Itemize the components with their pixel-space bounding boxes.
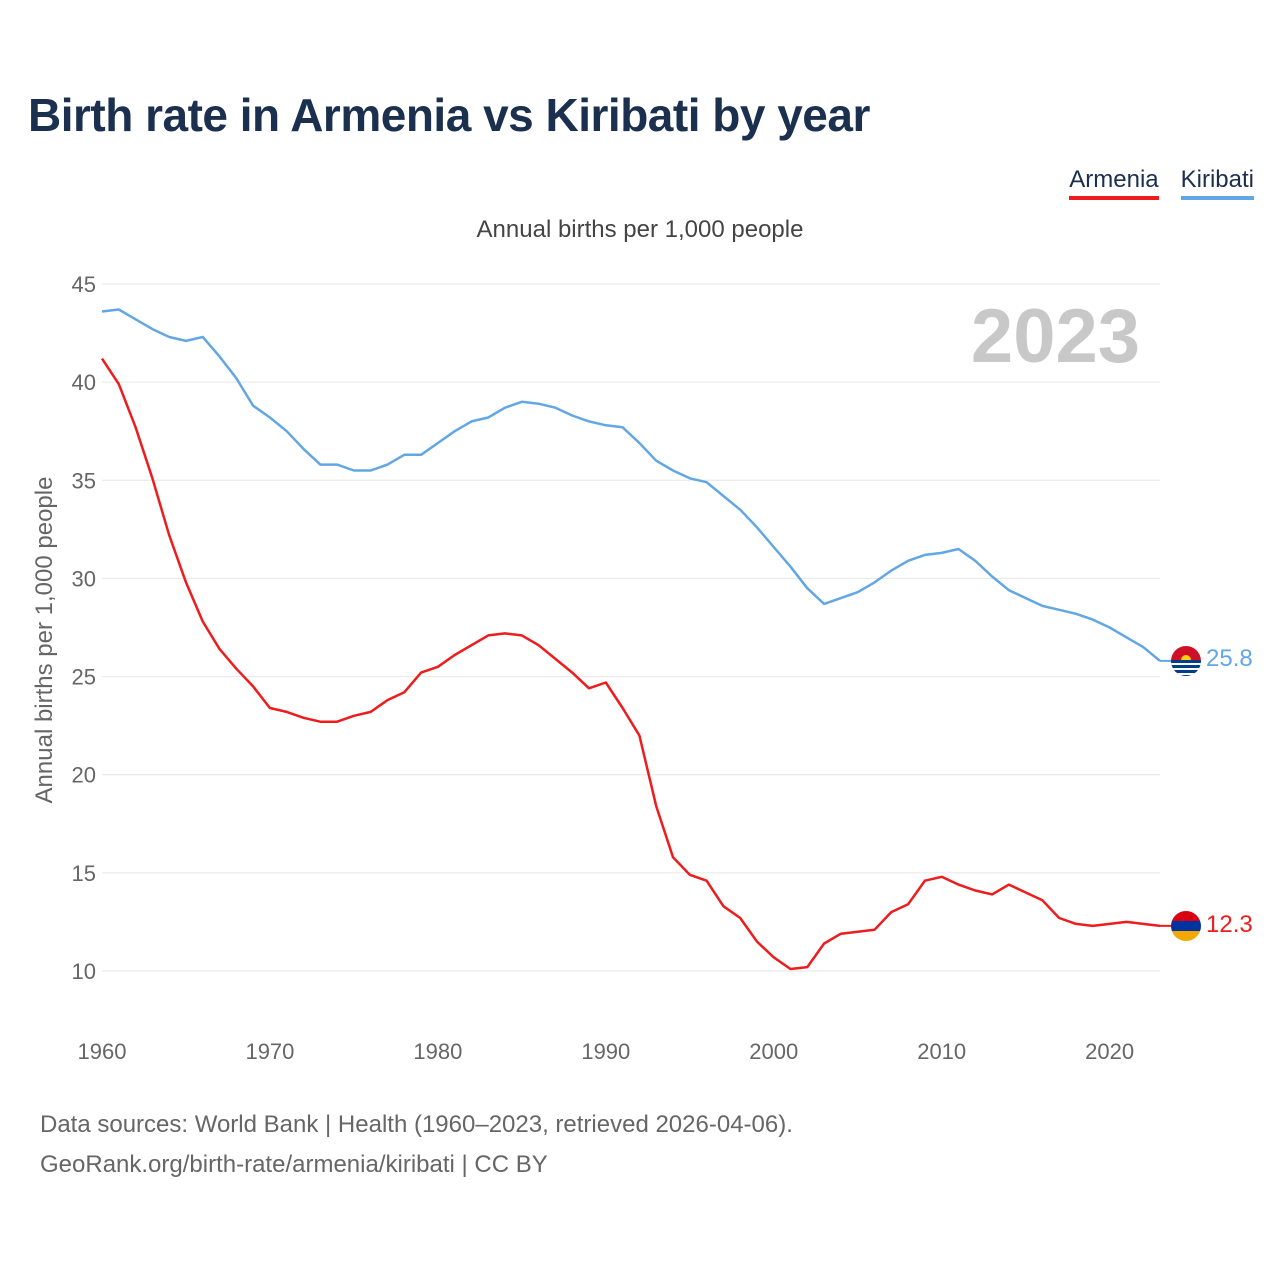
series-line-armenia[interactable] bbox=[100, 357, 1161, 971]
legend-item-armenia[interactable]: Armenia bbox=[1069, 166, 1159, 200]
footer: Data sources: World Bank | Health (1960–… bbox=[40, 1105, 793, 1185]
y-tick-label: 30 bbox=[72, 566, 96, 591]
series-line-kiribati[interactable] bbox=[101, 308, 1161, 662]
x-tick-label: 1990 bbox=[581, 1039, 630, 1064]
y-tick-label: 20 bbox=[72, 763, 96, 788]
kiribati-end-value: 25.8 bbox=[1206, 645, 1253, 672]
x-tick-label: 1960 bbox=[78, 1039, 127, 1064]
y-tick-label: 25 bbox=[72, 665, 96, 690]
y-axis-label: Annual births per 1,000 people bbox=[31, 477, 58, 804]
y-tick-label: 15 bbox=[72, 861, 96, 886]
kiribati-flag-icon bbox=[1171, 646, 1201, 676]
x-tick-label: 1970 bbox=[245, 1039, 294, 1064]
footer-sources: Data sources: World Bank | Health (1960–… bbox=[40, 1111, 793, 1138]
footer-attribution: GeoRank.org/birth-rate/armenia/kiribati … bbox=[40, 1151, 548, 1178]
x-tick-label: 1980 bbox=[413, 1039, 462, 1064]
y-tick-label: 35 bbox=[72, 468, 96, 493]
armenia-flag-icon bbox=[1171, 911, 1201, 941]
x-tick-label: 2010 bbox=[917, 1039, 966, 1064]
x-tick-label: 2000 bbox=[749, 1039, 798, 1064]
legend-item-kiribati[interactable]: Kiribati bbox=[1180, 166, 1254, 200]
y-tick-label: 10 bbox=[72, 959, 96, 984]
legend: Armenia Kiribati bbox=[1069, 166, 1254, 200]
y-tick-label: 45 bbox=[72, 272, 96, 297]
chart-subtitle: Annual births per 1,000 people bbox=[476, 216, 804, 243]
y-tick-label: 40 bbox=[72, 370, 96, 395]
armenia-end-value: 12.3 bbox=[1206, 911, 1253, 938]
year-label: 2023 bbox=[971, 294, 1140, 379]
x-tick-label: 2020 bbox=[1085, 1039, 1134, 1064]
chart-title: Birth rate in Armenia vs Kiribati by yea… bbox=[28, 89, 870, 141]
